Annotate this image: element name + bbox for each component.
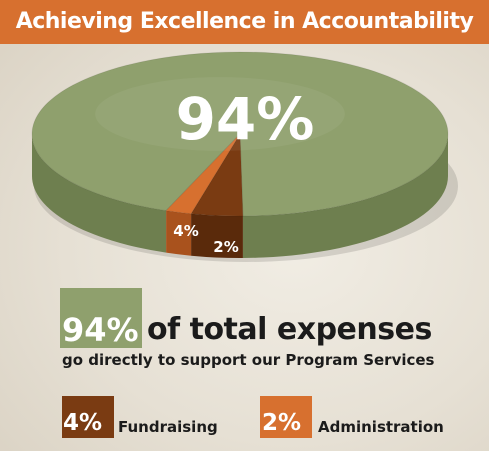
pie-highlight xyxy=(95,77,345,151)
legend-program-services-text: of total expenses xyxy=(147,312,432,347)
pie-side-fundraising xyxy=(191,213,243,258)
pie-side-program-services xyxy=(32,134,167,253)
page-title: Achieving Excellence in Accountability xyxy=(0,0,489,44)
pie-side-administration xyxy=(166,210,192,256)
legend-administration-label: Administration xyxy=(318,418,444,436)
pie-label-fundraising: 4% xyxy=(173,222,198,240)
legend-program-services-subtext: go directly to support our Program Servi… xyxy=(62,351,435,369)
legend-fundraising-percent: 4% xyxy=(63,410,103,436)
legend-administration-percent: 2% xyxy=(262,410,302,436)
pie-label-administration: 2% xyxy=(213,238,238,256)
legend-swatch-administration xyxy=(260,396,312,438)
pie-chart: 94% 4% 2% xyxy=(31,51,458,262)
legend-fundraising-label: Fundraising xyxy=(118,418,218,436)
legend-swatch-fundraising xyxy=(62,396,114,438)
pie-slice-fundraising xyxy=(190,132,244,217)
pie-side-program-services xyxy=(242,134,448,258)
pie-slice-administration xyxy=(165,133,241,215)
pie-slice-program-services xyxy=(31,51,449,217)
pie-label-program-services: 94% xyxy=(176,85,315,153)
legend-swatch-program-services xyxy=(60,288,142,348)
legend-program-services-percent: 94% xyxy=(62,311,139,349)
